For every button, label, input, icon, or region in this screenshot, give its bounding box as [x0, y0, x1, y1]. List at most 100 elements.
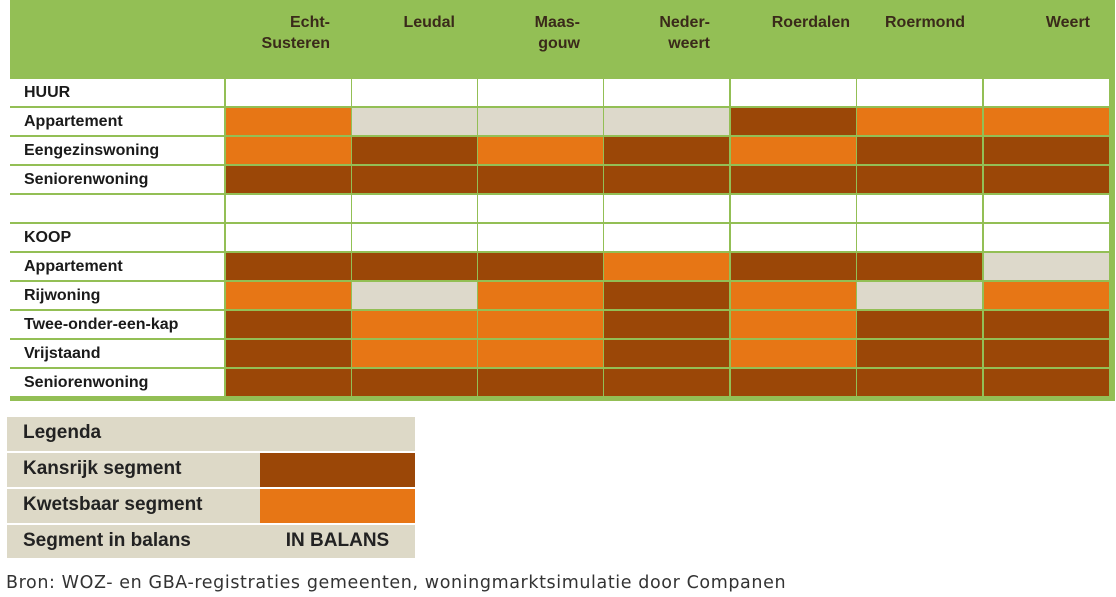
segment-cell-kansrijk: [604, 311, 729, 338]
segment-cell-kwetsbaar: [984, 282, 1109, 309]
segment-cell-kwetsbaar: [731, 282, 856, 309]
row-label: [10, 195, 224, 222]
segment-cell-kwetsbaar: [352, 311, 477, 338]
segment-cell-kansrijk: [604, 166, 729, 193]
segment-cell-kansrijk: [604, 340, 729, 367]
column-header-line: Neder-: [659, 14, 710, 31]
segment-cell-kansrijk: [731, 369, 856, 396]
legend-title: Legenda: [23, 422, 102, 443]
column-header-line: Susteren: [261, 35, 330, 52]
segment-cell-kwetsbaar: [226, 108, 351, 135]
segment-cell-balans: [984, 253, 1109, 280]
segment-cell-balans: [478, 108, 603, 135]
row-label: Appartement: [10, 108, 224, 135]
segment-cell-kansrijk: [604, 137, 729, 164]
legend-swatch-kwetsbaar: [260, 489, 415, 523]
segment-cell-kansrijk: [984, 166, 1109, 193]
segment-cell-empty: [478, 195, 603, 222]
legend: Legenda Kansrijk segment Kwetsbaar segme…: [7, 417, 415, 558]
row-label: HUUR: [10, 79, 224, 106]
column-header-line: Maas-: [534, 14, 580, 31]
segment-cell-kansrijk: [984, 369, 1109, 396]
segment-cell-kwetsbaar: [478, 340, 603, 367]
column-header-line: Echt-: [290, 14, 330, 31]
legend-value-balans: IN BALANS: [285, 530, 390, 551]
segment-cell-empty: [604, 79, 729, 106]
legend-label-balans: Segment in balans: [23, 530, 191, 551]
segment-cell-kansrijk: [857, 137, 982, 164]
row-label: Appartement: [10, 253, 224, 280]
segment-cell-kansrijk: [226, 253, 351, 280]
column-header-line: gouw: [538, 35, 580, 52]
row-label: Vrijstaand: [10, 340, 224, 367]
segment-cell-kwetsbaar: [478, 311, 603, 338]
legend-row-kansrijk: Kansrijk segment: [7, 453, 415, 487]
legend-row-kwetsbaar: Kwetsbaar segment: [7, 489, 415, 523]
segment-cell-kansrijk: [604, 282, 729, 309]
segment-cell-empty: [226, 224, 351, 251]
column-header: Neder-weert: [659, 12, 710, 54]
legend-row-balans: Segment in balans IN BALANS: [7, 525, 415, 558]
column-header-line: Weert: [1045, 14, 1090, 31]
segment-cell-kwetsbaar: [857, 108, 982, 135]
segment-cell-empty: [857, 195, 982, 222]
column-header-line: Leudal: [403, 14, 455, 31]
column-header: Maas-gouw: [535, 12, 580, 54]
column-header: Echt- Susteren: [262, 12, 330, 54]
segment-cell-kansrijk: [226, 369, 351, 396]
segment-cell-kansrijk: [352, 253, 477, 280]
segment-cell-balans: [604, 108, 729, 135]
segment-cell-empty: [478, 79, 603, 106]
segment-cell-kwetsbaar: [604, 253, 729, 280]
row-label: Rijwoning: [10, 282, 224, 309]
table-header: [10, 0, 1115, 77]
segment-cell-kwetsbaar: [731, 311, 856, 338]
row-label: Seniorenwoning: [10, 166, 224, 193]
segment-cell-kansrijk: [352, 369, 477, 396]
segment-cell-balans: [352, 108, 477, 135]
segment-cell-kansrijk: [857, 340, 982, 367]
segment-cell-kansrijk: [984, 340, 1109, 367]
column-header: Weert: [1046, 12, 1090, 33]
segment-cell-kansrijk: [478, 253, 603, 280]
segment-cell-kansrijk: [226, 311, 351, 338]
segment-table: Echt- Susteren Leudal Maas-gouw Neder-weert R…: [10, 0, 1115, 401]
segment-cell-empty: [857, 79, 982, 106]
segment-cell-balans: [857, 282, 982, 309]
segment-cell-balans: [352, 282, 477, 309]
column-header-line: weert: [668, 35, 710, 52]
segment-cell-kansrijk: [731, 166, 856, 193]
segment-cell-kansrijk: [731, 253, 856, 280]
segment-cell-kansrijk: [984, 137, 1109, 164]
segment-cell-empty: [984, 79, 1109, 106]
segment-cell-kwetsbaar: [478, 282, 603, 309]
column-header: Roermond: [885, 12, 965, 33]
legend-label-kwetsbaar: Kwetsbaar segment: [23, 494, 203, 515]
segment-cell-kwetsbaar: [226, 137, 351, 164]
segment-cell-kansrijk: [478, 166, 603, 193]
segment-cell-kansrijk: [857, 311, 982, 338]
row-label: Eengezinswoning: [10, 137, 224, 164]
segment-cell-empty: [478, 224, 603, 251]
column-header: Roerdalen: [772, 12, 850, 33]
segment-cell-kwetsbaar: [731, 340, 856, 367]
segment-cell-empty: [731, 224, 856, 251]
segment-cell-kwetsbaar: [352, 340, 477, 367]
segment-cell-empty: [604, 195, 729, 222]
row-label: KOOP: [10, 224, 224, 251]
source-note: Bron: WOZ- en GBA-registraties gemeenten…: [6, 573, 787, 593]
column-header-line: Roerdalen: [771, 14, 850, 31]
segment-cell-empty: [352, 195, 477, 222]
segment-cell-kansrijk: [984, 311, 1109, 338]
segment-cell-kansrijk: [352, 137, 477, 164]
column-header-line: Roermond: [885, 14, 965, 31]
column-header: Leudal: [403, 12, 455, 33]
segment-cell-kansrijk: [857, 166, 982, 193]
segment-cell-kansrijk: [857, 369, 982, 396]
segment-cell-kansrijk: [604, 369, 729, 396]
row-label: Seniorenwoning: [10, 369, 224, 396]
segment-cell-empty: [604, 224, 729, 251]
segment-cell-empty: [731, 79, 856, 106]
segment-cell-kwetsbaar: [478, 137, 603, 164]
segment-cell-kwetsbaar: [226, 282, 351, 309]
